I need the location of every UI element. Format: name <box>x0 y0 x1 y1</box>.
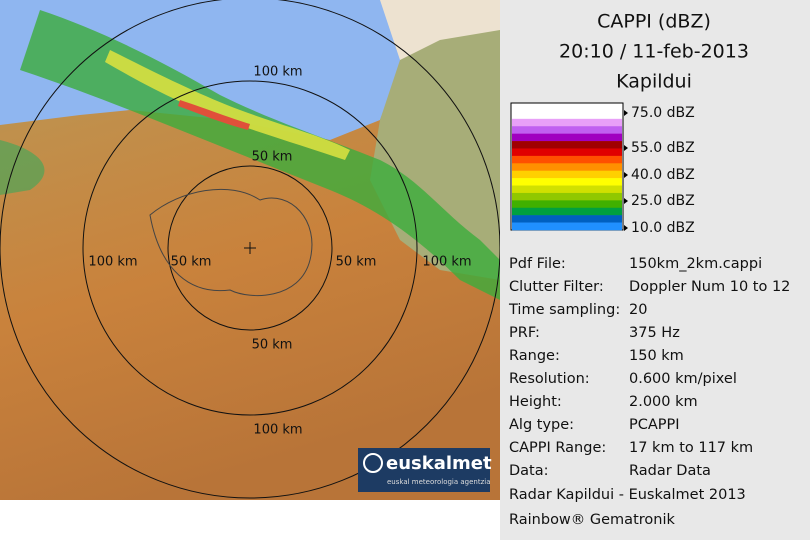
scale-band <box>512 200 622 209</box>
footer-line: Rainbow® Gematronik <box>509 512 675 528</box>
info-value: Radar Data <box>629 463 711 479</box>
info-label: Resolution: <box>509 371 590 387</box>
scale-tick <box>624 145 628 151</box>
range-label: 100 km <box>253 65 302 80</box>
sea <box>0 0 420 140</box>
scale-band <box>512 192 622 201</box>
site: Kapildui <box>616 71 692 93</box>
scale-band <box>512 141 622 149</box>
scale-band <box>512 111 622 120</box>
info-label: Range: <box>509 348 560 364</box>
info-value: 0.600 km/pixel <box>629 371 737 387</box>
scale-band <box>512 163 622 172</box>
info-label: Height: <box>509 394 562 410</box>
logo: euskalmet euskal meteorologia agentzia <box>358 448 492 492</box>
logo-name: euskalmet <box>386 453 492 474</box>
range-label: 50 km <box>252 338 293 353</box>
range-label: 100 km <box>253 423 302 438</box>
map: 100 km 50 km 100 km 50 km 50 km 100 km 50 km 10… <box>0 0 500 500</box>
info-label: Time sampling: <box>508 302 620 318</box>
range-label: 50 km <box>252 150 293 165</box>
scale-band <box>512 207 622 216</box>
scale-band <box>512 170 622 179</box>
info-value: 150km_2km.cappi <box>629 256 762 272</box>
scale-bands <box>512 104 622 231</box>
scale-band <box>512 133 622 142</box>
white-area <box>380 0 500 60</box>
info-label: Pdf File: <box>509 256 566 272</box>
logo-tagline: euskal meteorologia agentzia <box>387 478 491 486</box>
rain-band <box>20 10 500 300</box>
scale-label: 55.0 dBZ <box>631 140 695 156</box>
footer-line: Radar Kapildui - Euskalmet 2013 <box>509 487 746 503</box>
scale-tick <box>624 110 628 116</box>
info-value: PCAPPI <box>629 417 680 433</box>
info-label: CAPPI Range: <box>509 440 606 456</box>
radar-center <box>244 242 256 254</box>
scale-label: 25.0 dBZ <box>631 193 695 209</box>
info-value: 17 km to 117 km <box>629 440 753 456</box>
scale-band <box>512 215 622 223</box>
color-scale <box>510 102 624 231</box>
logo-icon <box>363 453 383 473</box>
scale-band <box>512 104 622 112</box>
ring-150 <box>0 0 500 499</box>
scale-band <box>512 178 622 186</box>
range-label: 50 km <box>171 255 212 270</box>
ring-100 <box>82 80 418 416</box>
rain-west <box>0 140 45 195</box>
scale-tick <box>624 172 628 178</box>
scale-tick <box>624 225 628 231</box>
datetime: 20:10 / 11-feb-2013 <box>559 41 749 63</box>
ring-50 <box>167 165 333 331</box>
scale-band <box>512 185 622 194</box>
info-table: Pdf File: 150km_2km.cappi Clutter Filter: D… <box>508 256 790 479</box>
rain-peak <box>178 100 250 130</box>
rain-core <box>105 50 350 160</box>
scale-band <box>512 148 622 157</box>
side-panel <box>500 0 810 540</box>
info-value: 375 Hz <box>629 325 680 341</box>
info-label: PRF: <box>509 325 540 341</box>
range-label: 100 km <box>88 255 137 270</box>
scale-band <box>512 222 622 231</box>
info-value: Doppler Num 10 to 12 <box>629 279 790 295</box>
info-label: Alg type: <box>509 417 574 433</box>
scale-label: 10.0 dBZ <box>631 220 695 236</box>
scale-label: 75.0 dBZ <box>631 105 695 121</box>
info-label: Clutter Filter: <box>509 279 604 295</box>
range-labels: 100 km 50 km 100 km 50 km 50 km 100 km 50 km 10… <box>88 65 471 438</box>
range-rings <box>0 0 500 499</box>
info-value: 2.000 km <box>629 394 698 410</box>
border <box>149 188 313 296</box>
range-label: 100 km <box>422 255 471 270</box>
range-label: 50 km <box>336 255 377 270</box>
title: CAPPI (dBZ) <box>597 11 711 33</box>
scale-band <box>512 155 622 164</box>
scale-labels: 75.0 dBZ 55.0 dBZ 40.0 dBZ 25.0 dBZ 10.0 dBZ <box>624 105 695 236</box>
scale-band <box>512 126 622 134</box>
info-value: 20 <box>629 302 647 318</box>
scale-band <box>512 118 622 127</box>
scale-tick <box>624 198 628 204</box>
info-value: 150 km <box>629 348 684 364</box>
scale-label: 40.0 dBZ <box>631 167 695 183</box>
info-label: Data: <box>509 463 549 479</box>
